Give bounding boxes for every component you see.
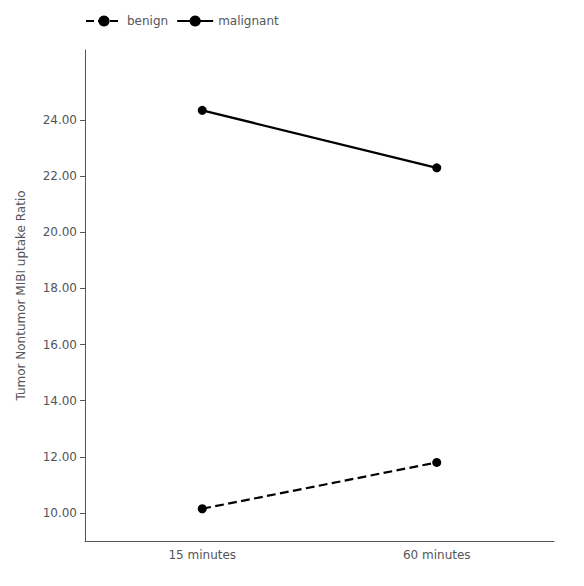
svg-text:15 minutes: 15 minutes xyxy=(168,548,236,562)
svg-text:benign: benign xyxy=(127,14,168,28)
svg-text:18.00: 18.00 xyxy=(43,281,77,295)
svg-text:24.00: 24.00 xyxy=(43,113,77,127)
svg-text:Tumor Nontumor MIBI uptake Rat: Tumor Nontumor MIBI uptake Ratio xyxy=(14,190,28,401)
svg-text:16.00: 16.00 xyxy=(43,338,77,352)
svg-text:20.00: 20.00 xyxy=(43,225,77,239)
svg-text:12.00: 12.00 xyxy=(43,450,77,464)
svg-text:22.00: 22.00 xyxy=(43,169,77,183)
svg-text:10.00: 10.00 xyxy=(43,506,77,520)
svg-text:malignant: malignant xyxy=(218,14,279,28)
svg-text:60 minutes: 60 minutes xyxy=(403,548,471,562)
svg-text:14.00: 14.00 xyxy=(43,394,77,408)
